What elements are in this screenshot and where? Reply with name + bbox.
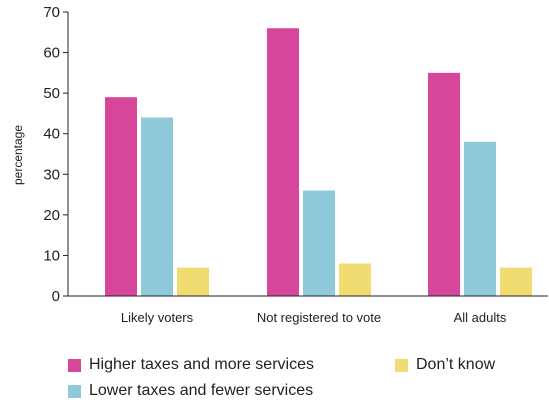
- x-axis-labels: Likely voters Not registered to vote All a…: [121, 310, 507, 325]
- y-tick-label-70: 70: [43, 4, 60, 21]
- y-tick-label-10: 10: [43, 247, 60, 264]
- bar-likely-voters-higher-taxes: [105, 97, 137, 296]
- bar-not-registered-higher-taxes: [267, 28, 299, 296]
- bars: [105, 28, 532, 296]
- y-tick-label-40: 40: [43, 126, 60, 143]
- legend-swatch-dont-know: [395, 358, 408, 372]
- y-tick-label-0: 0: [52, 288, 60, 305]
- y-tick-label-30: 30: [43, 166, 60, 183]
- bar-likely-voters-lower-taxes: [141, 117, 173, 296]
- bar-not-registered-dont-know: [339, 263, 371, 296]
- legend-swatch-higher-taxes: [68, 358, 81, 372]
- legend: Higher taxes and more services Lower tax…: [68, 356, 538, 402]
- bar-chart: 0 10 20 30 40 50 60 70 Likely voters Not registe…: [11, 4, 548, 325]
- legend-item-higher-taxes: Higher taxes and more services: [68, 356, 314, 374]
- x-tick-label-all-adults: All adults: [454, 310, 507, 325]
- x-tick-label-not-registered: Not registered to vote: [257, 310, 381, 325]
- legend-swatch-lower-taxes: [68, 384, 81, 398]
- bar-likely-voters-dont-know: [177, 267, 209, 296]
- y-axis-ticks: 0 10 20 30 40 50 60 70: [43, 4, 68, 305]
- bar-not-registered-lower-taxes: [303, 190, 335, 296]
- legend-label-lower-taxes: Lower taxes and fewer services: [89, 382, 314, 399]
- bar-all-adults-lower-taxes: [464, 141, 496, 296]
- bar-all-adults-higher-taxes: [428, 72, 460, 296]
- legend-label-dont-know: Don’t know: [416, 356, 496, 373]
- bar-all-adults-dont-know: [500, 267, 532, 296]
- legend-item-dont-know: Don’t know: [395, 356, 495, 374]
- y-tick-label-20: 20: [43, 207, 60, 224]
- y-tick-label-60: 60: [43, 45, 60, 62]
- legend-label-higher-taxes: Higher taxes and more services: [89, 356, 314, 373]
- y-tick-label-50: 50: [43, 85, 60, 102]
- legend-item-lower-taxes: Lower taxes and fewer services: [68, 382, 313, 400]
- y-axis-title: percentage: [11, 125, 25, 185]
- x-tick-label-likely-voters: Likely voters: [121, 310, 194, 325]
